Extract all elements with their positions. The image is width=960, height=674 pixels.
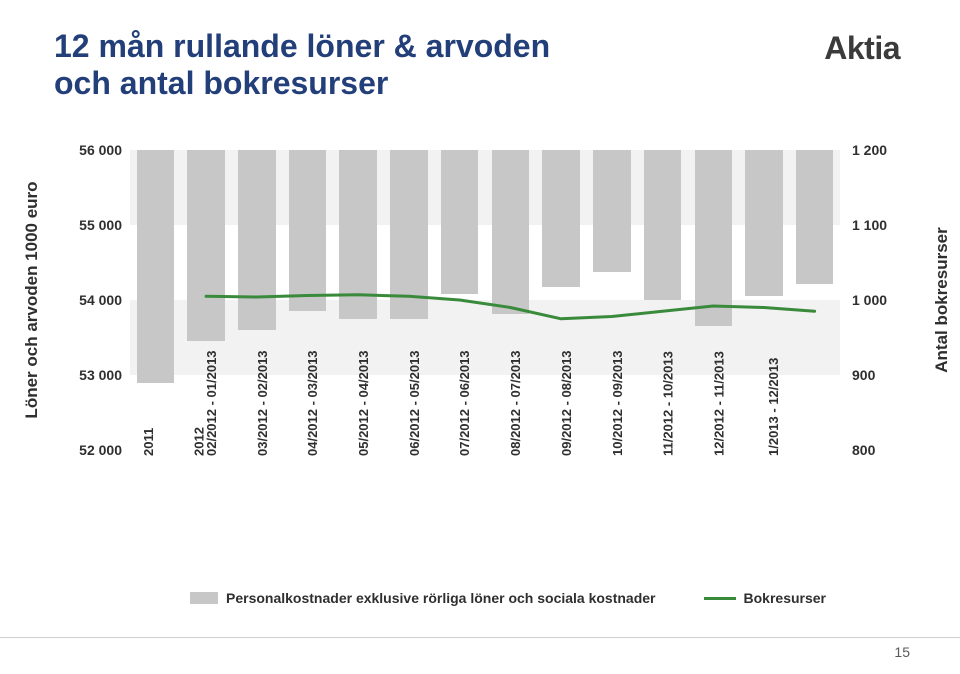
line-swatch-icon <box>704 597 736 600</box>
logo: Aktia <box>824 30 900 67</box>
y1-tick: 55 000 <box>66 217 122 233</box>
y2-axis-title: Antal bokresurser <box>932 227 952 373</box>
y2-tick: 1 200 <box>852 142 902 158</box>
y1-tick: 53 000 <box>66 367 122 383</box>
y1-tick: 54 000 <box>66 292 122 308</box>
slide: Aktia 12 mån rullande löner & arvodenoch… <box>0 0 960 674</box>
y1-tick: 56 000 <box>66 142 122 158</box>
y1-tick: 52 000 <box>66 442 122 458</box>
legend-line-label: Bokresurser <box>744 590 827 606</box>
y1-axis-title: Löner och arvoden 1000 euro <box>22 181 42 418</box>
y2-tick: 1 100 <box>852 217 902 233</box>
trend-line <box>130 150 840 450</box>
page-number: 15 <box>894 644 910 660</box>
page-title: 12 mån rullande löner & arvodenoch antal… <box>54 28 910 102</box>
y2-tick: 800 <box>852 442 902 458</box>
chart: 56 00055 00054 00053 00052 000 1 2001 10… <box>130 150 840 450</box>
legend: Personalkostnader exklusive rörliga löne… <box>190 590 826 606</box>
y2-tick: 900 <box>852 367 902 383</box>
legend-bar-label: Personalkostnader exklusive rörliga löne… <box>226 590 656 606</box>
bar-swatch-icon <box>190 592 218 604</box>
legend-item-bar: Personalkostnader exklusive rörliga löne… <box>190 590 656 606</box>
y2-tick: 1 000 <box>852 292 902 308</box>
legend-item-line: Bokresurser <box>704 590 827 606</box>
footer-divider <box>0 637 960 638</box>
